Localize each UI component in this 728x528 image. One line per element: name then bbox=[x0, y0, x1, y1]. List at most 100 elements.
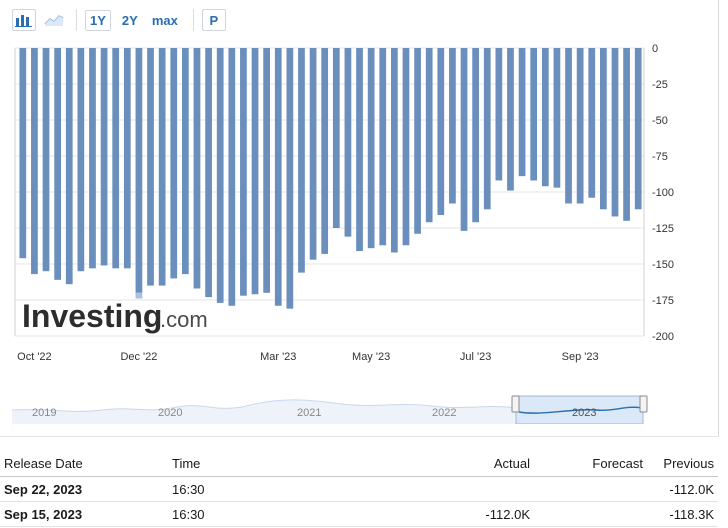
navigator-left-handle[interactable] bbox=[511, 395, 520, 413]
range-max-button[interactable]: max bbox=[151, 12, 178, 28]
bar-chart-icon[interactable] bbox=[12, 9, 36, 31]
navigator-year-label: 2019 bbox=[32, 407, 56, 419]
line-chart-icon[interactable] bbox=[42, 9, 66, 31]
bar bbox=[42, 48, 50, 272]
bar bbox=[193, 48, 201, 289]
bar bbox=[623, 48, 630, 221]
table-row: Sep 22, 2023 16:30 -112.0K bbox=[0, 476, 718, 502]
bar bbox=[483, 48, 491, 210]
table-row: Sep 15, 2023 16:30 -112.0K -118.3K bbox=[0, 501, 718, 527]
bar bbox=[228, 48, 236, 306]
bar bbox=[147, 48, 154, 286]
bar bbox=[123, 48, 131, 269]
bar bbox=[576, 48, 584, 204]
x-axis-ticks: Oct '22 Dec '22 Mar '23 May '23 Jul '23 Sep '… bbox=[17, 351, 598, 363]
y-tick-label: -175 bbox=[652, 295, 674, 307]
y-tick-label: -50 bbox=[652, 115, 668, 127]
range-navigator[interactable]: 2019 2020 2021 2022 2023 bbox=[12, 388, 654, 424]
chart-frame bbox=[0, 0, 719, 437]
bar bbox=[298, 48, 305, 273]
chart-toolbar: 1Y 2Y max P bbox=[12, 6, 232, 34]
bar bbox=[553, 48, 561, 188]
bar bbox=[309, 48, 317, 260]
bar bbox=[356, 48, 363, 252]
range-1y-button[interactable]: 1Y bbox=[85, 9, 111, 31]
cell-actual: -112.0K bbox=[326, 501, 534, 527]
navigator-year-label: 2021 bbox=[297, 407, 321, 419]
navigator-history-area bbox=[12, 399, 516, 424]
navigator-selected-line bbox=[518, 406, 643, 414]
cell-forecast bbox=[534, 476, 647, 502]
header-time[interactable]: Time bbox=[168, 450, 326, 477]
y-axis-ticks: 0 -25 -50 -75 -100 -125 -150 -175 -200 bbox=[652, 43, 674, 343]
bar bbox=[507, 48, 514, 191]
bar bbox=[321, 48, 329, 254]
logo-suffix: .com bbox=[160, 307, 208, 332]
cell-time: 16:30 bbox=[168, 501, 326, 527]
bar bbox=[449, 48, 456, 204]
cell-time: 16:30 bbox=[168, 476, 326, 502]
bar bbox=[100, 48, 108, 266]
y-tick-label: -100 bbox=[652, 187, 674, 199]
bar bbox=[414, 48, 421, 234]
bar bbox=[367, 48, 375, 249]
y-tick-label: -200 bbox=[652, 331, 674, 343]
bar bbox=[274, 48, 282, 306]
bar bbox=[286, 48, 294, 309]
header-previous[interactable]: Previous bbox=[647, 450, 718, 477]
navigator-year-label: 2023 bbox=[572, 407, 596, 419]
bar bbox=[588, 48, 596, 198]
bar bbox=[425, 48, 433, 223]
range-2y-button[interactable]: 2Y bbox=[121, 12, 138, 28]
cell-forecast bbox=[534, 501, 647, 527]
x-tick-label: Dec '22 bbox=[120, 351, 157, 363]
cell-previous: -112.0K bbox=[647, 476, 718, 502]
bar bbox=[472, 48, 480, 223]
x-tick-label: Mar '23 bbox=[260, 351, 296, 363]
bar bbox=[240, 48, 247, 296]
bar bbox=[344, 48, 352, 237]
bar bbox=[530, 48, 538, 181]
x-tick-label: Sep '23 bbox=[562, 351, 599, 363]
bar bbox=[460, 48, 468, 231]
grid-lines bbox=[14, 47, 645, 337]
bar bbox=[518, 48, 526, 177]
header-release-date[interactable]: Release Date bbox=[0, 450, 168, 477]
bar bbox=[437, 48, 445, 216]
bar bbox=[77, 48, 85, 272]
bar bbox=[205, 48, 212, 298]
navigator-history-line bbox=[12, 399, 517, 412]
y-tick-label: -75 bbox=[652, 151, 668, 163]
x-tick-label: Jul '23 bbox=[460, 351, 491, 363]
bar bbox=[263, 48, 271, 293]
bar bbox=[251, 48, 259, 295]
cell-release-date: Sep 15, 2023 bbox=[0, 501, 168, 527]
cell-previous: -118.3K bbox=[647, 501, 718, 527]
navigator-year-label: 2022 bbox=[432, 407, 456, 419]
bar bbox=[379, 48, 387, 246]
bar bbox=[65, 48, 73, 285]
header-actual[interactable]: Actual bbox=[326, 450, 534, 477]
bar bbox=[31, 48, 38, 275]
p-button[interactable]: P bbox=[201, 9, 226, 31]
bar bbox=[634, 48, 642, 210]
x-tick-label: Oct '22 bbox=[17, 351, 52, 363]
toolbar-divider bbox=[76, 9, 77, 31]
bar bbox=[332, 48, 340, 228]
p-button-label: P bbox=[209, 12, 219, 28]
y-tick-label: -125 bbox=[652, 223, 674, 235]
bars bbox=[19, 48, 642, 309]
bar bbox=[541, 48, 549, 187]
bar bbox=[402, 48, 410, 246]
navigator-year-labels: 2019 2020 2021 2022 2023 bbox=[32, 407, 596, 419]
logo-brand: Investing bbox=[22, 298, 162, 334]
investing-logo: Investing .com bbox=[22, 298, 208, 334]
bar bbox=[599, 48, 607, 210]
header-forecast[interactable]: Forecast bbox=[534, 450, 647, 477]
toolbar-divider bbox=[192, 9, 194, 31]
table-header-row: Release Date Time Actual Forecast Previo… bbox=[0, 450, 718, 477]
bar bbox=[390, 48, 398, 253]
y-tick-label: -150 bbox=[652, 259, 674, 271]
bar bbox=[565, 48, 572, 204]
navigator-right-handle[interactable] bbox=[639, 395, 648, 413]
